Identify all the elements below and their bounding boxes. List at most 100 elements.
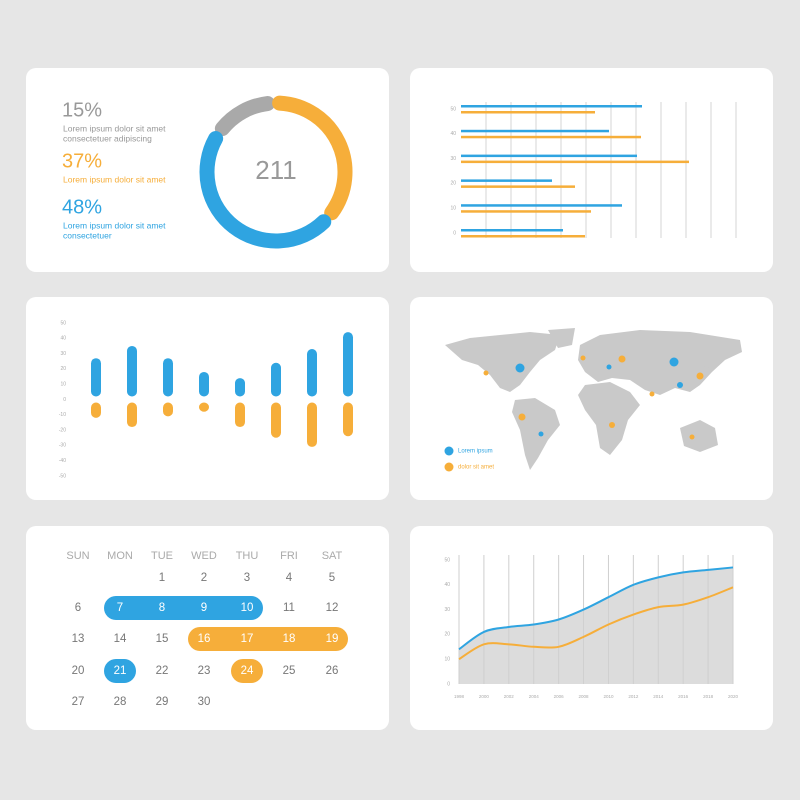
calendar-day: 4	[286, 572, 293, 584]
calendar-day: 13	[72, 633, 85, 645]
description: Lorem ipsum dolor sit amet	[63, 123, 166, 133]
calendar-day: 7	[117, 602, 123, 614]
calendar-day: 14	[114, 633, 127, 645]
bar	[461, 160, 689, 164]
y-tick-label: 40	[450, 131, 456, 137]
map-marker	[515, 363, 525, 373]
bar	[271, 362, 281, 397]
map-marker	[669, 357, 679, 367]
panel	[26, 297, 389, 500]
calendar-day: 24	[241, 665, 254, 677]
y-tick-label: 0	[447, 681, 450, 687]
bar	[163, 358, 173, 397]
calendar-day: 18	[283, 633, 296, 645]
weekday-label: SUN	[66, 550, 89, 562]
continent	[702, 345, 712, 370]
map-marker	[518, 413, 526, 421]
legend-marker	[444, 462, 454, 472]
map-marker	[606, 364, 612, 370]
calendar-day: 17	[241, 633, 254, 645]
calendar-day: 9	[201, 602, 207, 614]
calendar-day: 16	[198, 633, 211, 645]
calendar-day: 3	[244, 572, 250, 584]
bar	[461, 204, 622, 207]
area	[459, 567, 733, 684]
bar	[461, 179, 552, 182]
y-tick-label: -30	[59, 443, 66, 449]
bar	[461, 154, 637, 158]
bar	[235, 378, 245, 397]
calendar-day: 1	[159, 572, 165, 584]
bar	[163, 402, 173, 417]
y-tick-label: 0	[63, 397, 66, 403]
calendar-day: 23	[198, 665, 211, 677]
calendar-highlight	[231, 659, 263, 683]
bar	[461, 229, 563, 232]
calendar-day: 6	[75, 602, 81, 614]
y-tick-label: 40	[444, 582, 450, 588]
description: consectetuer	[63, 230, 112, 240]
x-tick-label: 2002	[504, 694, 515, 699]
calendar-day: 25	[283, 665, 296, 677]
x-tick-label: 2018	[703, 694, 714, 699]
calendar-day: 22	[156, 665, 169, 677]
bar	[271, 402, 281, 438]
calendar-day: 30	[198, 696, 211, 708]
map-marker	[538, 431, 544, 437]
weekday-label: FRI	[280, 550, 298, 562]
center-label: 211	[255, 155, 296, 185]
legend-label: dolor sit amet	[458, 465, 494, 471]
y-tick-label: 50	[444, 557, 450, 563]
map-marker	[580, 355, 586, 361]
description: Lorem ipsum dolor sit amet	[63, 174, 166, 184]
x-tick-label: 2020	[728, 694, 739, 699]
y-tick-label: 30	[444, 607, 450, 613]
x-tick-label: 2008	[579, 694, 590, 699]
calendar-day: 21	[114, 665, 127, 677]
donut-segment	[199, 131, 332, 249]
bar	[307, 402, 317, 447]
weekday-label: THU	[236, 550, 259, 562]
bar	[461, 105, 642, 108]
y-tick-label: 50	[450, 106, 456, 112]
x-tick-label: 2000	[479, 694, 490, 699]
bar	[343, 332, 353, 397]
y-tick-label: 0	[453, 230, 456, 236]
calendar-day: 15	[156, 633, 169, 645]
panel	[410, 68, 773, 272]
calendar-day: 8	[159, 602, 165, 614]
map-marker	[696, 372, 704, 380]
bar	[461, 210, 591, 213]
y-tick-label: 20	[444, 632, 450, 638]
line	[458, 566, 734, 651]
line	[458, 586, 734, 661]
bar	[461, 111, 595, 114]
continent	[445, 332, 560, 392]
bar	[127, 402, 137, 428]
bar	[343, 402, 353, 437]
x-tick-label: 2016	[678, 694, 689, 699]
calendar-highlight	[104, 659, 136, 683]
calendar-highlight	[104, 596, 263, 620]
calendar-day: 26	[326, 665, 339, 677]
map-marker	[483, 370, 489, 376]
x-tick-label: 1998	[454, 694, 465, 699]
weekday-label: WED	[191, 550, 217, 562]
y-tick-label: 10	[60, 382, 66, 388]
bar	[127, 345, 137, 397]
bar	[461, 185, 575, 188]
y-tick-label: 30	[450, 156, 456, 162]
bar	[235, 402, 245, 428]
calendar-day: 10	[241, 602, 254, 614]
x-tick-label: 2014	[653, 694, 664, 699]
x-tick-label: 2012	[628, 694, 639, 699]
calendar-day: 11	[283, 602, 295, 614]
calendar-day: 12	[326, 602, 339, 614]
bar	[199, 371, 209, 397]
calendar-highlight	[188, 627, 348, 651]
map-marker	[649, 391, 655, 397]
bar	[91, 402, 101, 418]
description: Lorem ipsum dolor sit amet	[63, 220, 166, 230]
bar	[307, 349, 317, 397]
